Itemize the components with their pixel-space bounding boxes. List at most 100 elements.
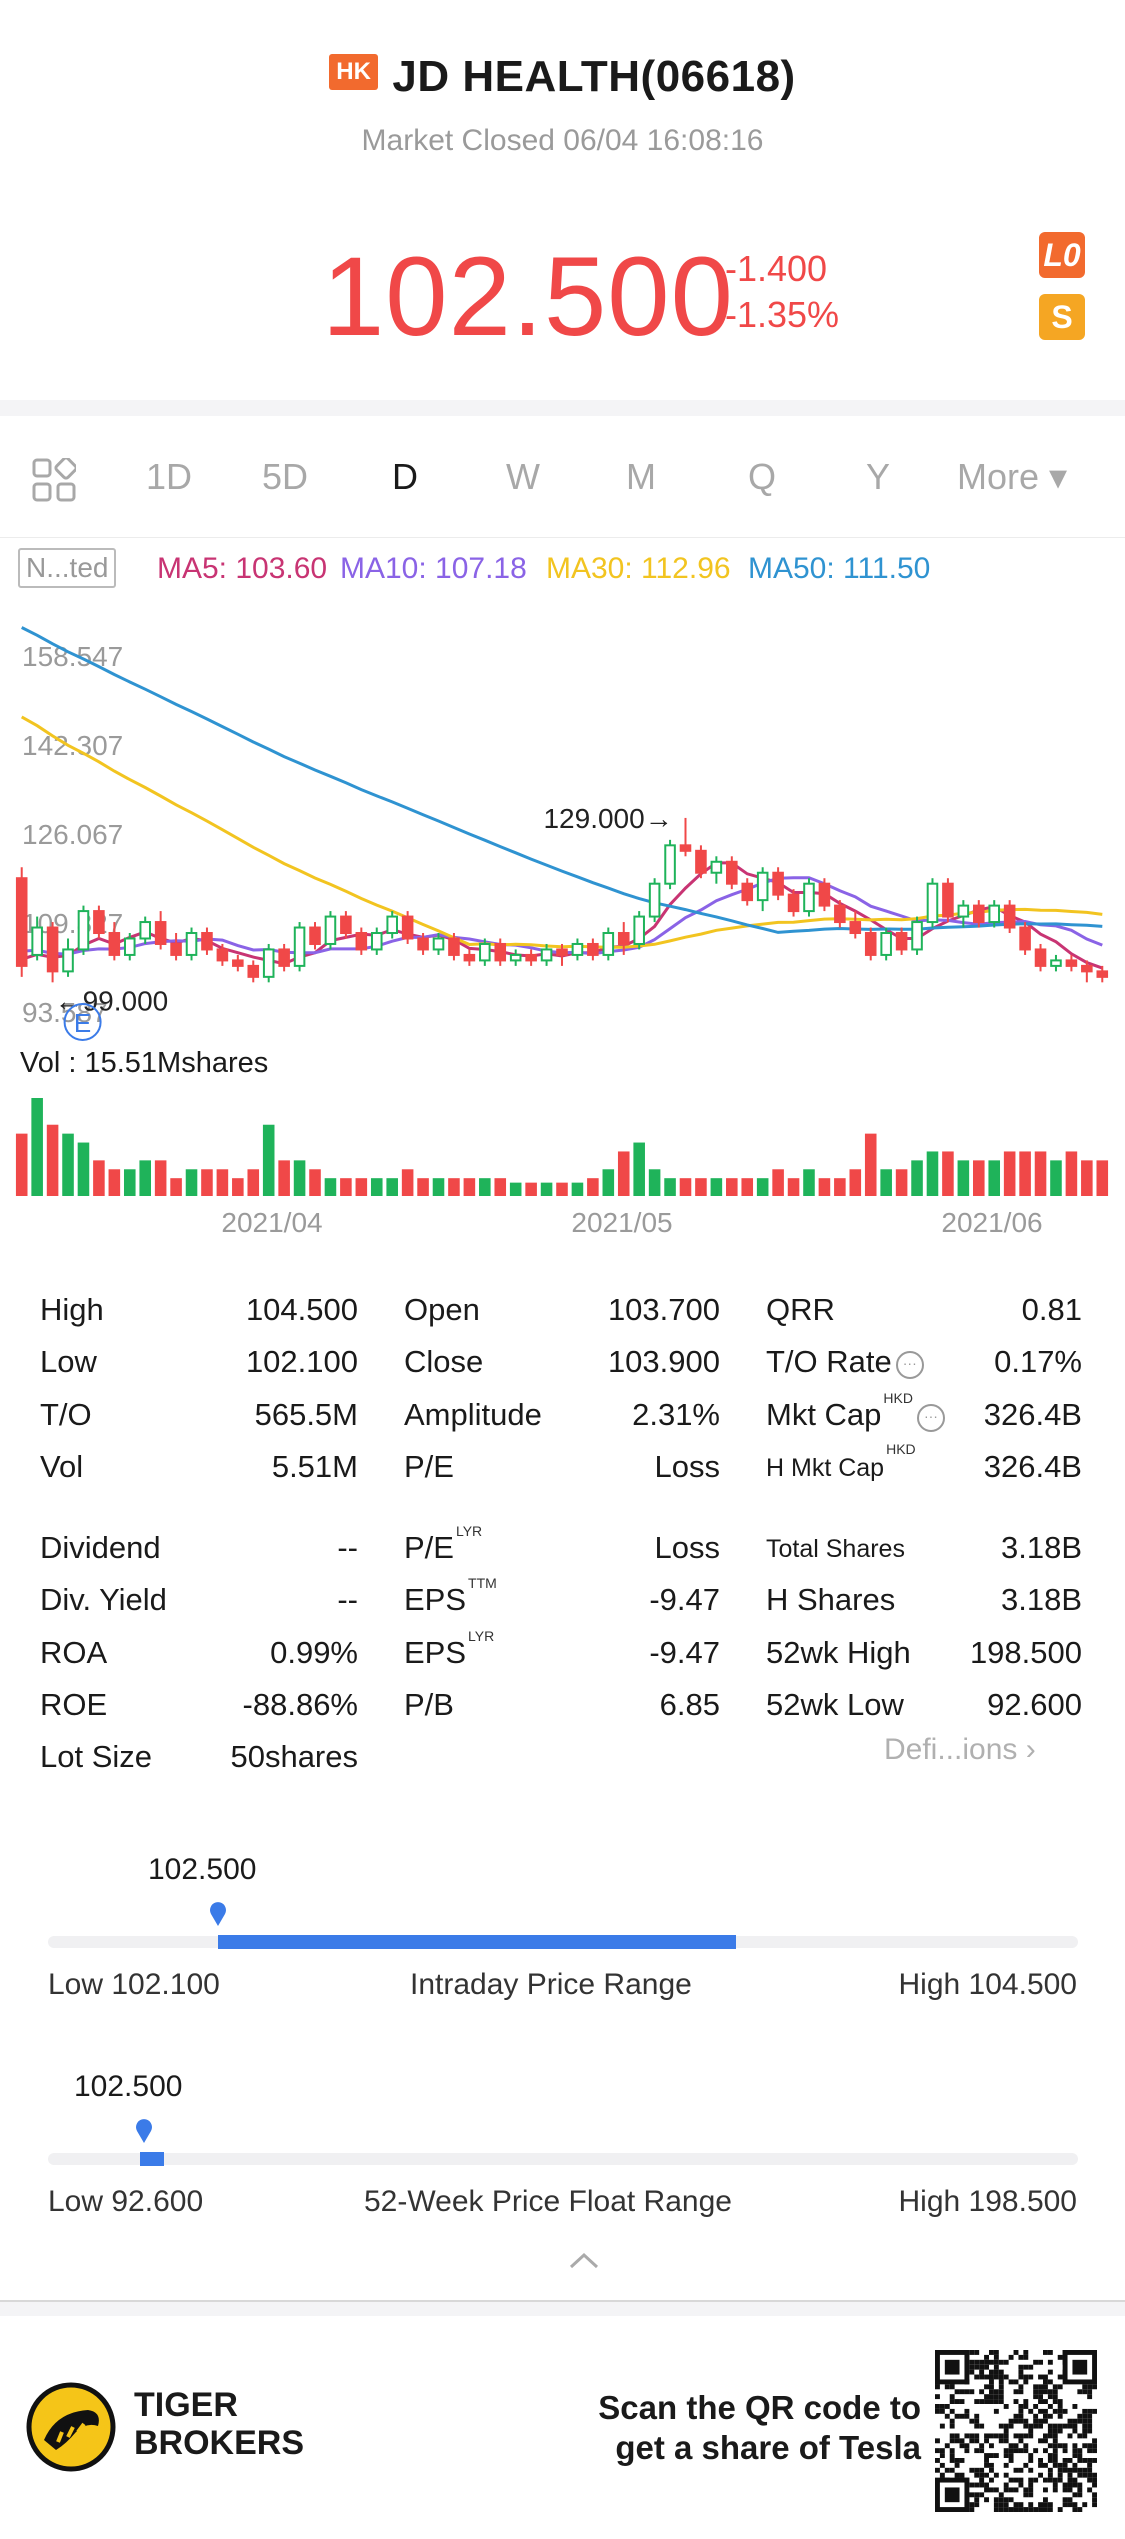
tab-yearly[interactable]: Y <box>866 456 891 497</box>
volume-bar <box>1081 1160 1093 1196</box>
stat-label-superscript: HKD <box>886 1441 916 1457</box>
last-price: 102.500 <box>322 234 734 359</box>
ma-legend: N...ted MA5: 103.60 MA10: 107.18 MA30: 1… <box>0 548 1125 588</box>
adjust-mode-button[interactable]: N...ted <box>18 548 117 588</box>
tab-monthly[interactable]: M <box>626 456 656 497</box>
volume-bar <box>62 1133 74 1196</box>
volume-bar <box>756 1178 769 1196</box>
stat-label-text: 52wk High <box>766 1635 911 1670</box>
volume-bar <box>77 1142 90 1196</box>
promo-footer: TIGER BROKERS Scan the QR code to get a … <box>0 2316 1125 2539</box>
candle-body <box>895 932 908 951</box>
candle-body <box>695 849 707 874</box>
volume-bar <box>1034 1151 1047 1196</box>
candle-body <box>185 932 198 956</box>
candle-body <box>880 932 892 956</box>
volume-bar <box>726 1178 738 1196</box>
stat-label-text: EPS <box>404 1582 467 1617</box>
volume-bar <box>973 1160 985 1196</box>
volume-bar <box>262 1124 275 1196</box>
tab-more[interactable]: More ▾ <box>957 456 1068 497</box>
stat-label-text: Vol <box>40 1449 84 1484</box>
candle-body <box>355 932 368 951</box>
stat-label-text: Div. Yield <box>40 1582 167 1617</box>
candle-body <box>1050 959 1062 967</box>
candle-body <box>170 942 182 956</box>
volume-bar <box>494 1178 507 1196</box>
volume-bar <box>417 1178 429 1196</box>
intraday-high-label: High 104.500 <box>898 1968 1077 2001</box>
candle-body <box>108 932 121 956</box>
volume-bar <box>46 1124 59 1196</box>
candle-body <box>494 942 507 962</box>
x-tick-label: 2021/05 <box>571 1207 672 1238</box>
volume-bar <box>988 1160 1001 1196</box>
stat-value: -9.47 <box>649 1635 720 1670</box>
volume-bar <box>834 1178 846 1196</box>
stat-value: 5.51M <box>271 1449 358 1484</box>
y-tick-label: 158.547 <box>22 641 123 672</box>
stat-value: 92.600 <box>987 1687 1082 1722</box>
level-badge[interactable]: L0 <box>1039 232 1085 278</box>
tab-weekly[interactable]: W <box>506 456 540 497</box>
volume-bar <box>448 1178 460 1196</box>
tab-daily[interactable]: D <box>392 456 418 497</box>
y-tick-label: 142.307 <box>22 730 123 761</box>
stat-value: 3.18B <box>1000 1530 1082 1565</box>
stat-label: Close <box>404 1344 483 1380</box>
collapse-chevron-up-icon[interactable] <box>568 2250 600 2270</box>
volume-bar <box>679 1178 692 1196</box>
candle-body <box>247 964 260 978</box>
kline-chart[interactable]: 158.547 142.307 126.067 109.827 93.587 129.00… <box>0 620 1125 1240</box>
candle-body <box>232 959 244 967</box>
stat-value: 0.99% <box>270 1635 358 1670</box>
volume-label: Vol : 15.51Mshares <box>20 1047 268 1079</box>
volume-bar <box>1019 1151 1031 1196</box>
tiger-brokers-logo-icon <box>26 2382 116 2472</box>
stat-label: T/O <box>40 1397 92 1433</box>
candle-body <box>525 953 537 962</box>
layout-grid-icon[interactable] <box>32 458 76 502</box>
qr-code-icon[interactable] <box>935 2350 1097 2512</box>
currency-badge[interactable]: S <box>1039 294 1085 340</box>
week52-marker-icon <box>136 2119 152 2143</box>
candle-body <box>417 937 429 951</box>
candle-body <box>571 942 584 956</box>
volume-bar <box>880 1169 892 1196</box>
volume-bar <box>185 1169 198 1196</box>
stat-label-text: Amplitude <box>404 1397 542 1432</box>
stat-label-text: ROA <box>40 1635 108 1670</box>
x-tick-label: 2021/06 <box>941 1207 1042 1238</box>
stat-value: 6.85 <box>659 1687 720 1722</box>
candle-body <box>849 921 862 935</box>
week52-range-fill <box>140 2152 164 2166</box>
info-icon[interactable]: ··· <box>895 1351 924 1379</box>
candle-body <box>617 932 630 945</box>
candle-body <box>401 915 414 940</box>
candle-body <box>957 904 970 918</box>
footer-divider <box>0 2300 1125 2316</box>
candle-body <box>710 860 723 874</box>
volume-bar <box>370 1178 383 1196</box>
ma50-label: MA50: 111.50 <box>748 552 931 585</box>
kline-chart-svg[interactable]: 158.547142.307126.067109.82793.587129.00… <box>0 620 1125 1240</box>
stat-label: High <box>40 1292 104 1328</box>
volume-bar <box>911 1160 923 1196</box>
qr-promo-line-1: Scan the QR code to <box>598 2389 921 2426</box>
qr-promo-text: Scan the QR code to get a share of Tesla <box>598 2388 921 2468</box>
volume-bar <box>355 1178 368 1196</box>
ma30-label: MA30: 112.96 <box>546 552 731 585</box>
info-icon[interactable]: ··· <box>916 1404 945 1432</box>
tab-1d[interactable]: 1D <box>146 456 193 497</box>
candle-body <box>77 910 90 951</box>
candle-body <box>587 942 599 956</box>
week52-low-label: Low 92.600 <box>48 2185 204 2218</box>
definitions-link[interactable]: Defi...ions › <box>884 1733 1036 1766</box>
volume-bar <box>710 1178 723 1196</box>
intraday-caption: Intraday Price Range <box>410 1968 692 2001</box>
tab-5d[interactable]: 5D <box>262 456 309 497</box>
volume-bar <box>942 1151 954 1196</box>
stat-label: Total Shares <box>766 1535 905 1564</box>
tab-quarterly[interactable]: Q <box>748 456 777 497</box>
volume-bar <box>386 1178 398 1196</box>
